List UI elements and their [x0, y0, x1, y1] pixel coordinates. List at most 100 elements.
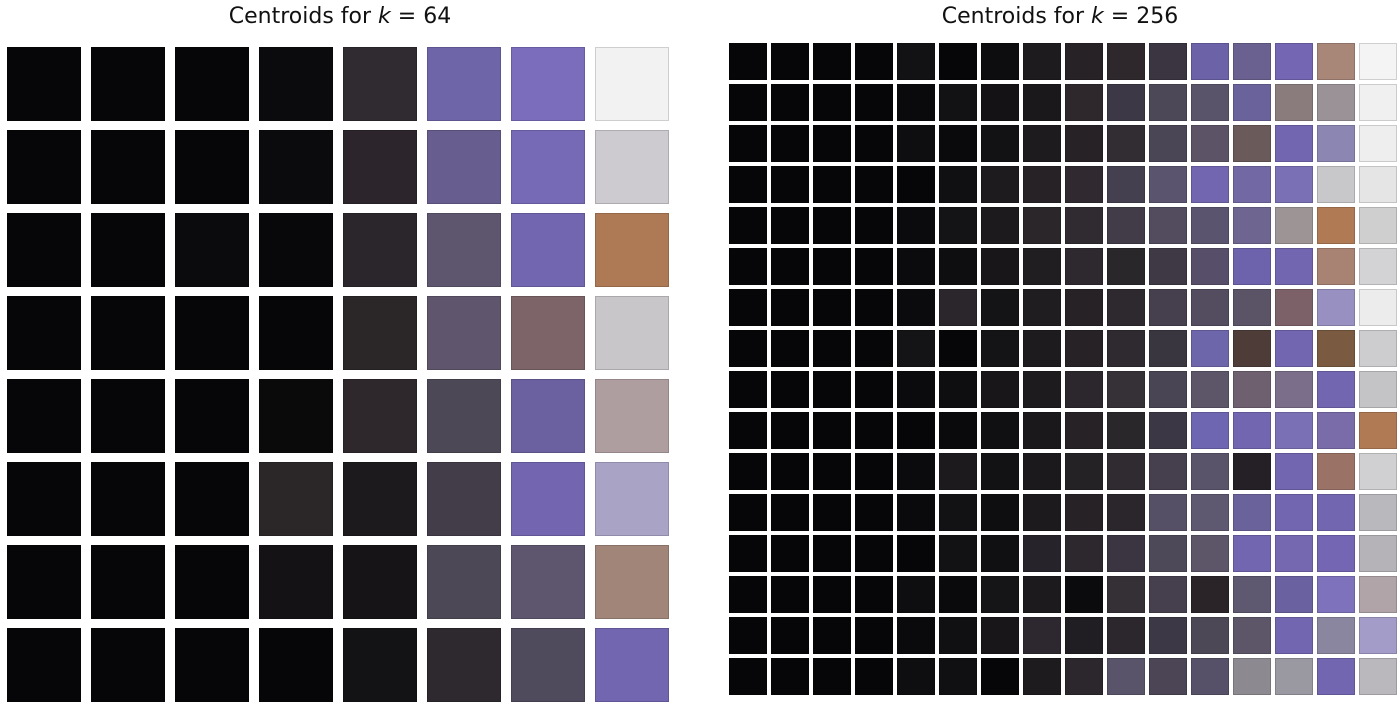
centroid-swatch [1359, 248, 1397, 285]
centroid-swatch [1233, 207, 1271, 244]
centroid-swatch [729, 125, 767, 162]
centroid-swatch [855, 207, 893, 244]
centroid-swatch [1023, 330, 1061, 367]
centroid-swatch [1149, 412, 1187, 449]
centroid-swatch [1317, 289, 1355, 326]
centroid-swatch [511, 47, 585, 121]
centroid-swatch [1191, 658, 1229, 695]
centroid-swatch [91, 628, 165, 702]
centroid-swatch [175, 213, 249, 287]
centroid-swatch [91, 462, 165, 536]
centroid-swatch [1107, 371, 1145, 408]
centroid-swatch [1233, 289, 1271, 326]
centroid-swatch [1023, 576, 1061, 613]
centroid-swatch [1023, 412, 1061, 449]
centroid-swatch [855, 453, 893, 490]
centroid-swatch [813, 43, 851, 80]
centroid-swatch [897, 43, 935, 80]
centroid-swatch [1065, 125, 1103, 162]
centroid-swatch [729, 658, 767, 695]
centroid-swatch [939, 207, 977, 244]
centroid-swatch [1023, 535, 1061, 572]
centroid-swatch [1191, 125, 1229, 162]
centroid-swatch [343, 213, 417, 287]
centroid-swatch [175, 462, 249, 536]
centroid-swatch [897, 576, 935, 613]
centroid-swatch [1275, 412, 1313, 449]
centroid-swatch [939, 43, 977, 80]
centroids-k64-panel: Centroids for k = 64 [0, 0, 680, 707]
centroid-swatch [259, 628, 333, 702]
title-prefix: Centroids for [228, 4, 379, 29]
centroid-swatch [897, 166, 935, 203]
centroid-swatch [897, 453, 935, 490]
centroid-swatch [1317, 617, 1355, 654]
centroid-swatch [1107, 330, 1145, 367]
centroid-swatch [1359, 207, 1397, 244]
centroid-swatch [981, 412, 1019, 449]
centroid-swatch [511, 628, 585, 702]
centroid-swatch [981, 125, 1019, 162]
title-value: 256 [1136, 4, 1179, 29]
centroid-swatch [427, 47, 501, 121]
centroid-swatch [511, 379, 585, 453]
centroid-swatch [1191, 207, 1229, 244]
centroid-swatch [427, 545, 501, 619]
centroid-swatch [897, 494, 935, 531]
centroid-swatch [897, 371, 935, 408]
centroid-swatch [1275, 125, 1313, 162]
centroid-swatch [259, 296, 333, 370]
centroid-swatch [1107, 535, 1145, 572]
centroid-swatch [855, 617, 893, 654]
centroid-swatch [1065, 166, 1103, 203]
centroid-swatch [1317, 207, 1355, 244]
centroid-swatch [981, 494, 1019, 531]
centroid-swatch [981, 576, 1019, 613]
centroid-swatch [771, 166, 809, 203]
centroid-swatch [771, 535, 809, 572]
centroid-swatch [1317, 248, 1355, 285]
centroid-swatch [1065, 658, 1103, 695]
centroid-swatch [1065, 535, 1103, 572]
centroid-swatch [981, 535, 1019, 572]
centroid-swatch [1233, 535, 1271, 572]
centroid-swatch [1107, 248, 1145, 285]
centroid-swatch [259, 47, 333, 121]
centroid-swatch [1023, 166, 1061, 203]
centroid-swatch [175, 47, 249, 121]
centroid-swatch [981, 248, 1019, 285]
centroid-swatch [595, 47, 669, 121]
centroid-swatch [1359, 576, 1397, 613]
centroid-swatch [771, 371, 809, 408]
centroid-swatch [7, 545, 81, 619]
centroid-swatch [939, 289, 977, 326]
centroid-swatch [729, 289, 767, 326]
centroid-swatch [427, 296, 501, 370]
centroid-swatch [1065, 576, 1103, 613]
centroid-swatch [939, 248, 977, 285]
centroid-swatch [1023, 494, 1061, 531]
centroid-swatch [1023, 84, 1061, 121]
centroid-swatch [981, 330, 1019, 367]
centroid-swatch [855, 166, 893, 203]
centroid-swatch [729, 535, 767, 572]
centroid-swatch [897, 535, 935, 572]
centroid-swatch [427, 628, 501, 702]
centroid-swatch [1275, 330, 1313, 367]
centroid-swatch [855, 84, 893, 121]
centroid-swatch [855, 658, 893, 695]
centroid-swatch [259, 462, 333, 536]
centroid-swatch [981, 617, 1019, 654]
centroid-swatch [1317, 43, 1355, 80]
centroid-swatch [813, 412, 851, 449]
centroid-swatch [91, 47, 165, 121]
centroid-grid [7, 47, 669, 702]
centroid-swatch [1023, 617, 1061, 654]
centroid-swatch [855, 494, 893, 531]
centroid-swatch [1275, 576, 1313, 613]
centroid-swatch [1107, 289, 1145, 326]
centroid-swatch [1023, 658, 1061, 695]
centroid-swatch [855, 248, 893, 285]
centroid-swatch [897, 330, 935, 367]
centroid-swatch [1107, 453, 1145, 490]
